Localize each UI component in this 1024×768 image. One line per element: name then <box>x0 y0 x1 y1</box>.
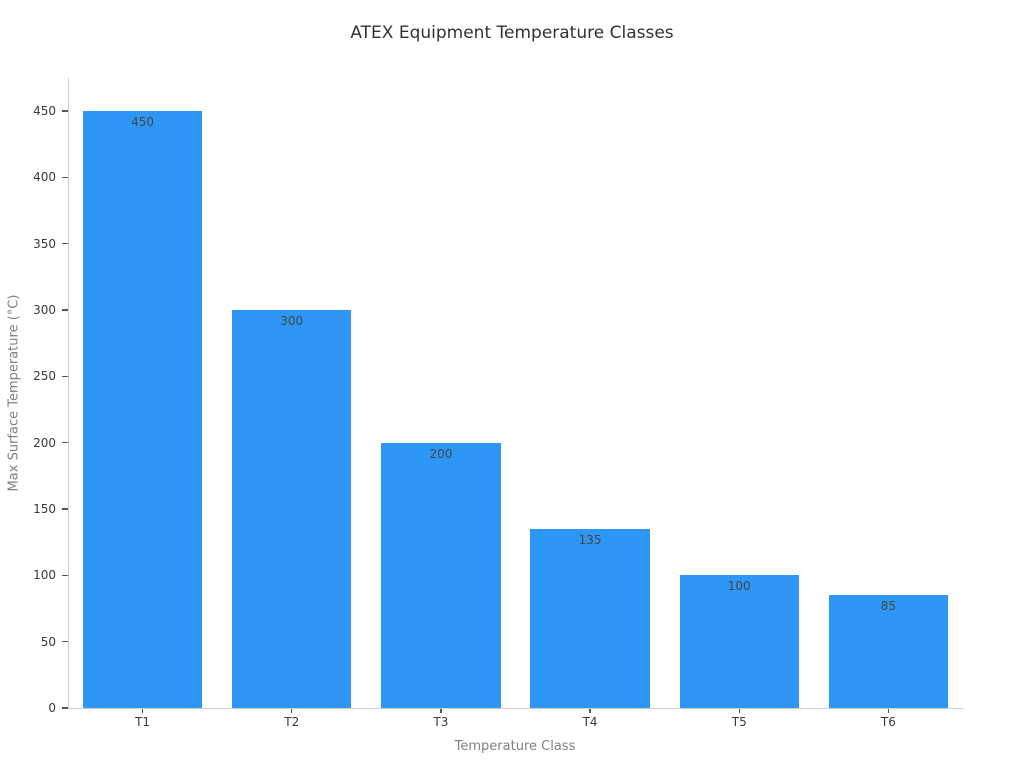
x-tick-mark <box>738 709 740 713</box>
y-tick-label: 450 <box>33 104 56 119</box>
y-axis-title: Max Surface Temperature (°C) <box>6 294 22 492</box>
x-tick-mark <box>887 709 890 713</box>
y-tick-label: 200 <box>33 435 56 450</box>
y-tick-mark <box>62 176 68 179</box>
y-tick-mark <box>62 707 68 709</box>
y-tick-mark <box>62 243 68 245</box>
x-tick-label-T6: T6 <box>880 715 896 729</box>
y-tick-label: 0 <box>48 701 56 715</box>
bar-value-label-T3: 200 <box>429 446 453 461</box>
chart-title: ATEX Equipment Temperature Classes <box>350 23 674 43</box>
x-tick-mark <box>291 709 293 713</box>
bar-value-label-T4: 135 <box>578 532 602 547</box>
y-tick-mark <box>62 110 68 112</box>
bar-T5 <box>679 575 799 708</box>
bar-value-label-T2: 300 <box>280 314 304 329</box>
bar-value-label-T6: 85 <box>880 599 897 614</box>
x-axis-line <box>68 708 964 709</box>
x-tick-label-T3: T3 <box>433 715 449 729</box>
y-tick-mark <box>62 574 68 577</box>
x-tick-mark <box>589 709 591 713</box>
y-tick-label: 400 <box>33 170 56 185</box>
x-tick-mark <box>141 709 144 713</box>
y-tick-label: 100 <box>33 568 56 583</box>
y-tick-label: 150 <box>33 502 56 517</box>
x-tick-label-T2: T2 <box>284 715 300 729</box>
x-tick-label-T1: T1 <box>135 715 151 729</box>
y-tick-mark <box>62 375 68 378</box>
y-tick-label: 300 <box>33 303 56 318</box>
y-tick-label: 50 <box>40 634 56 649</box>
bar-T3 <box>381 442 501 708</box>
y-tick-mark <box>62 442 68 444</box>
x-axis-title: Temperature Class <box>454 739 576 754</box>
x-tick-mark <box>440 709 442 713</box>
bar-value-label-T5: 100 <box>727 579 751 594</box>
bar-T4 <box>530 528 650 708</box>
y-tick-mark <box>62 508 68 510</box>
x-tick-label-T4: T4 <box>582 715 598 729</box>
y-axis-line <box>68 78 69 708</box>
y-tick-label: 250 <box>33 369 56 384</box>
y-tick-mark <box>62 309 68 311</box>
bar-T1 <box>82 111 203 708</box>
y-tick-label: 350 <box>33 236 56 251</box>
x-tick-label-T5: T5 <box>731 715 747 729</box>
y-tick-mark <box>62 640 68 643</box>
bar-T2 <box>232 310 352 708</box>
bar-value-label-T1: 450 <box>131 115 155 130</box>
bar-T6 <box>828 595 949 708</box>
